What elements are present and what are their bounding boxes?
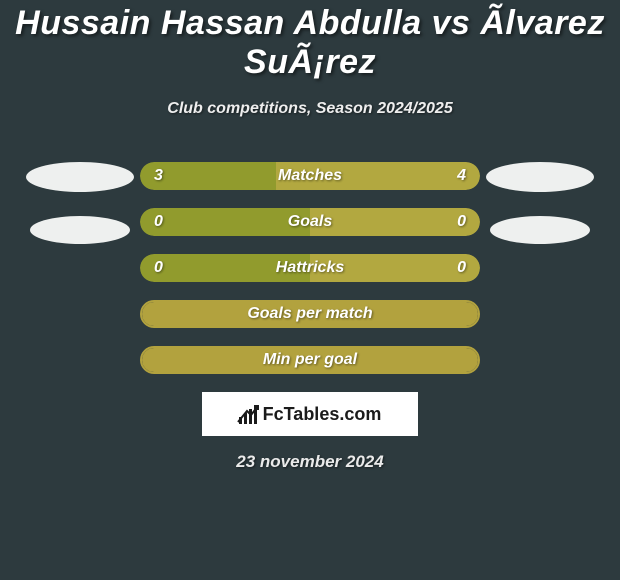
stat-label: Hattricks [276,259,344,277]
stat-left-value: 0 [154,259,163,277]
player-photo-placeholder [486,162,594,192]
stat-bar: Goals per match [140,300,480,328]
stat-right-value: 0 [457,259,466,277]
club-logo-placeholder [490,216,590,244]
stat-right-value: 0 [457,213,466,231]
brand-box: FcTables.com [202,392,418,436]
stat-bar: 0 0 Hattricks [140,254,480,282]
right-player-col [480,162,600,244]
club-logo-placeholder [30,216,130,244]
stat-bar-left-fill [140,208,310,236]
chart-area: 3 4 Matches 0 0 Goals 0 0 Hattricks Goals per mat… [0,162,620,374]
stat-bar-right-fill [310,208,480,236]
stat-left-value: 3 [154,167,163,185]
stat-right-value: 4 [457,167,466,185]
page-title: Hussain Hassan Abdulla vs Ãlvarez SuÃ¡re… [0,4,620,82]
stat-bar: 0 0 Goals [140,208,480,236]
stat-label: Min per goal [263,351,357,369]
stat-bar: Min per goal [140,346,480,374]
comparison-card: Hussain Hassan Abdulla vs Ãlvarez SuÃ¡re… [0,0,620,472]
bars-chart-icon [239,404,257,424]
subtitle: Club competitions, Season 2024/2025 [167,100,452,118]
stat-label: Goals per match [247,305,372,323]
date-line: 23 november 2024 [236,452,383,472]
left-player-col [20,162,140,244]
stat-label: Goals [288,213,332,231]
player-photo-placeholder [26,162,134,192]
bars-column: 3 4 Matches 0 0 Goals 0 0 Hattricks Goals per mat… [140,162,480,374]
stat-left-value: 0 [154,213,163,231]
stat-bar: 3 4 Matches [140,162,480,190]
stat-label: Matches [278,167,342,185]
brand-label: FcTables.com [263,404,382,425]
